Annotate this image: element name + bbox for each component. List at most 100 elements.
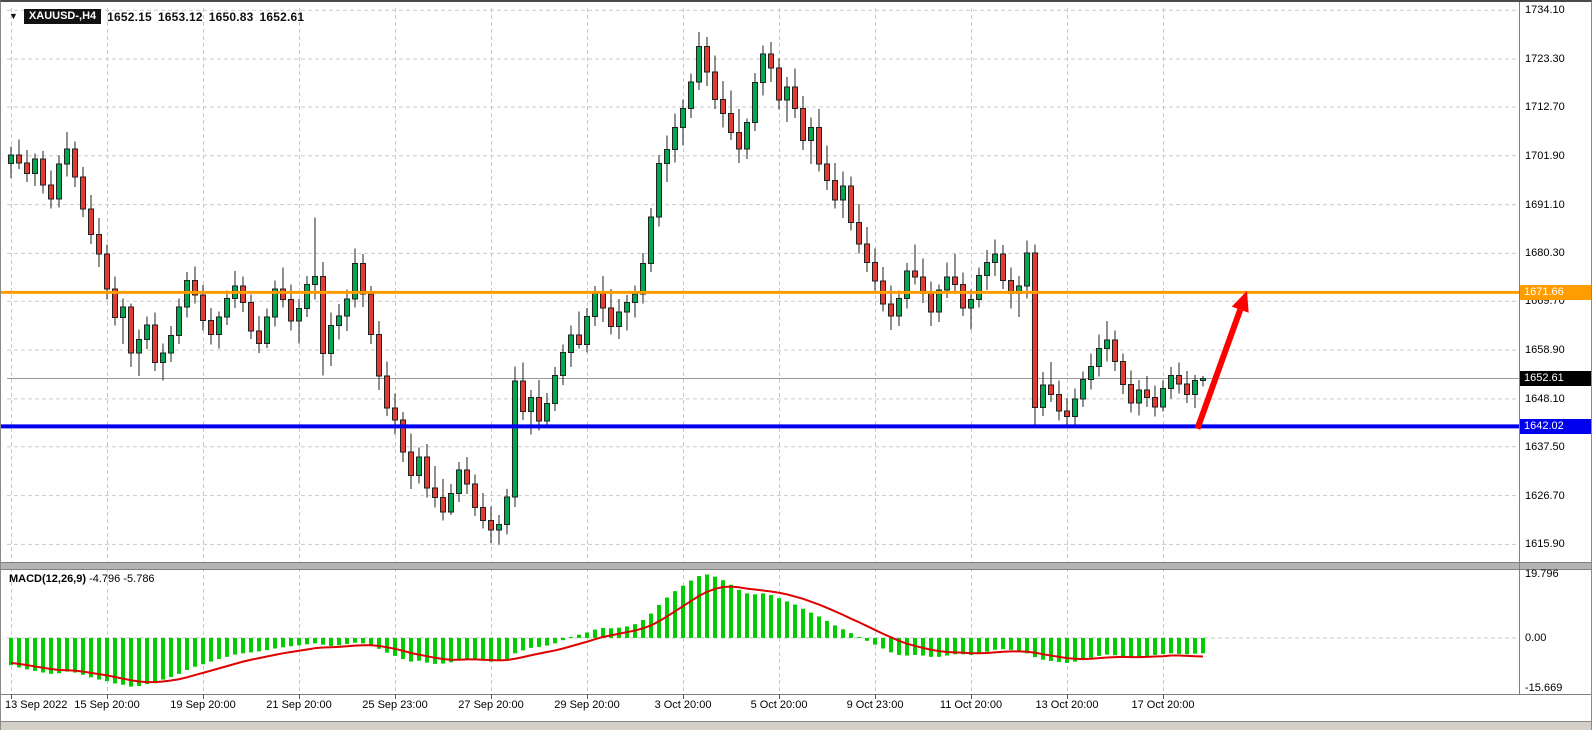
candle-body: [1072, 398, 1078, 417]
candle-body: [720, 99, 726, 115]
macd-histogram-bar: [17, 637, 21, 668]
macd-histogram-bar: [929, 637, 933, 657]
candle-body: [72, 148, 78, 178]
candle-body: [1024, 252, 1030, 287]
macd-histogram-bar: [281, 637, 285, 648]
time-axis-label: 25 Sep 23:00: [362, 699, 428, 711]
candle-body: [256, 330, 262, 345]
candle-body: [680, 107, 686, 129]
candle-body: [768, 53, 774, 69]
candle-body: [776, 67, 782, 101]
macd-histogram-bar: [153, 637, 157, 683]
macd-histogram-bar: [409, 637, 413, 662]
candle-body: [528, 397, 534, 413]
candle-body: [352, 262, 358, 300]
candle-body: [472, 483, 478, 508]
macd-histogram-bar: [921, 637, 925, 656]
macd-histogram-bar: [113, 637, 117, 684]
price-axis-label: 1648.10: [1525, 392, 1565, 405]
macd-histogram-bar: [377, 637, 381, 649]
macd-histogram-bar: [401, 637, 405, 660]
candle-body: [176, 306, 182, 337]
macd-histogram-bar: [809, 612, 813, 638]
macd-histogram-bar: [841, 629, 845, 638]
candle-body: [248, 302, 254, 332]
macd-histogram-bar: [505, 637, 509, 660]
macd-histogram-bar: [369, 637, 373, 646]
trend-arrow-shaft[interactable]: [1194, 308, 1244, 430]
bottom-window-strip: [1, 721, 1591, 730]
candle-body: [240, 285, 246, 304]
macd-histogram-bar: [801, 608, 805, 638]
macd-histogram-bar: [1153, 637, 1157, 655]
macd-histogram-bar: [969, 637, 973, 655]
macd-histogram-bar: [201, 637, 205, 665]
candle-body: [1000, 253, 1006, 281]
trend-arrow-head[interactable]: [1231, 290, 1249, 313]
macd-histogram-bar: [1097, 637, 1101, 656]
candle-body: [264, 316, 270, 345]
macd-histogram-bar: [905, 637, 909, 656]
candle-body: [368, 293, 374, 335]
macd-histogram-bar: [361, 637, 365, 644]
frame-layer: [1, 2, 1591, 699]
macd-histogram-bar: [393, 637, 397, 656]
candle-body: [40, 158, 46, 186]
macd-histogram-bar: [81, 637, 85, 675]
macd-histogram-bar: [417, 637, 421, 661]
macd-histogram-bar: [953, 637, 957, 655]
candle-body: [1176, 374, 1182, 385]
macd-histogram-bar: [449, 637, 453, 663]
arrow-annotation-layer[interactable]: [1194, 290, 1249, 430]
candle-body: [976, 275, 982, 300]
macd-histogram-bar: [881, 637, 885, 649]
candle-body: [656, 162, 662, 218]
symbol-period-label: XAUUSD-,H4: [23, 9, 102, 24]
candle-body: [8, 154, 14, 164]
macd-histogram-bar: [873, 637, 877, 645]
macd-histogram-bar: [433, 637, 437, 664]
chart-header: ▼ XAUUSD-,H4 1652.15 1653.12 1650.83 165…: [9, 9, 304, 24]
macd-histogram-bar: [513, 637, 517, 654]
candle-body: [984, 261, 990, 277]
macd-histogram-bar: [825, 620, 829, 638]
macd-histogram-bar: [321, 637, 325, 645]
price-axis-label: 1658.90: [1525, 344, 1565, 357]
macd-histogram-bar: [169, 637, 173, 678]
macd-histogram-bar: [761, 593, 765, 638]
candle-body: [1192, 379, 1198, 395]
macd-histogram-bar: [529, 637, 533, 648]
time-axis[interactable]: 13 Sep 2022 15 Sep 20:00 19 Sep 20:00 21 Se…: [1, 697, 1591, 717]
macd-histogram-bar: [937, 637, 941, 657]
macd-histogram-bar: [41, 637, 45, 673]
macd-histogram-bar: [705, 574, 709, 638]
candle-body: [856, 222, 862, 245]
macd-histogram-bar: [849, 633, 853, 638]
candle-body: [992, 253, 998, 263]
candle-body: [152, 324, 158, 364]
price-axis-label: 1626.70: [1525, 489, 1565, 502]
candle-body: [328, 325, 334, 355]
candle-body: [832, 180, 838, 201]
chart-dropdown-icon[interactable]: ▼: [9, 11, 18, 21]
macd-histogram-bar: [945, 637, 949, 656]
macd-histogram-bar: [1129, 637, 1133, 658]
candle-body: [192, 279, 198, 296]
candle-body: [168, 335, 174, 354]
macd-histogram-bar: [233, 637, 237, 655]
candle-body: [1032, 252, 1038, 408]
candle-body: [456, 469, 462, 494]
candle-body: [224, 298, 230, 318]
macd-histogram-bar: [585, 632, 589, 638]
drawn-objects-layer[interactable]: [1, 290, 1519, 429]
candle-body: [496, 523, 502, 531]
candle-body: [944, 276, 950, 291]
candle-body: [808, 126, 814, 141]
macd-histogram-bar: [713, 576, 717, 638]
candle-body: [1104, 339, 1110, 350]
macd-axis-label: -15.669: [1525, 682, 1563, 695]
macd-histogram-bar: [177, 637, 181, 674]
candle-body: [568, 334, 574, 353]
candle-body: [728, 113, 734, 133]
